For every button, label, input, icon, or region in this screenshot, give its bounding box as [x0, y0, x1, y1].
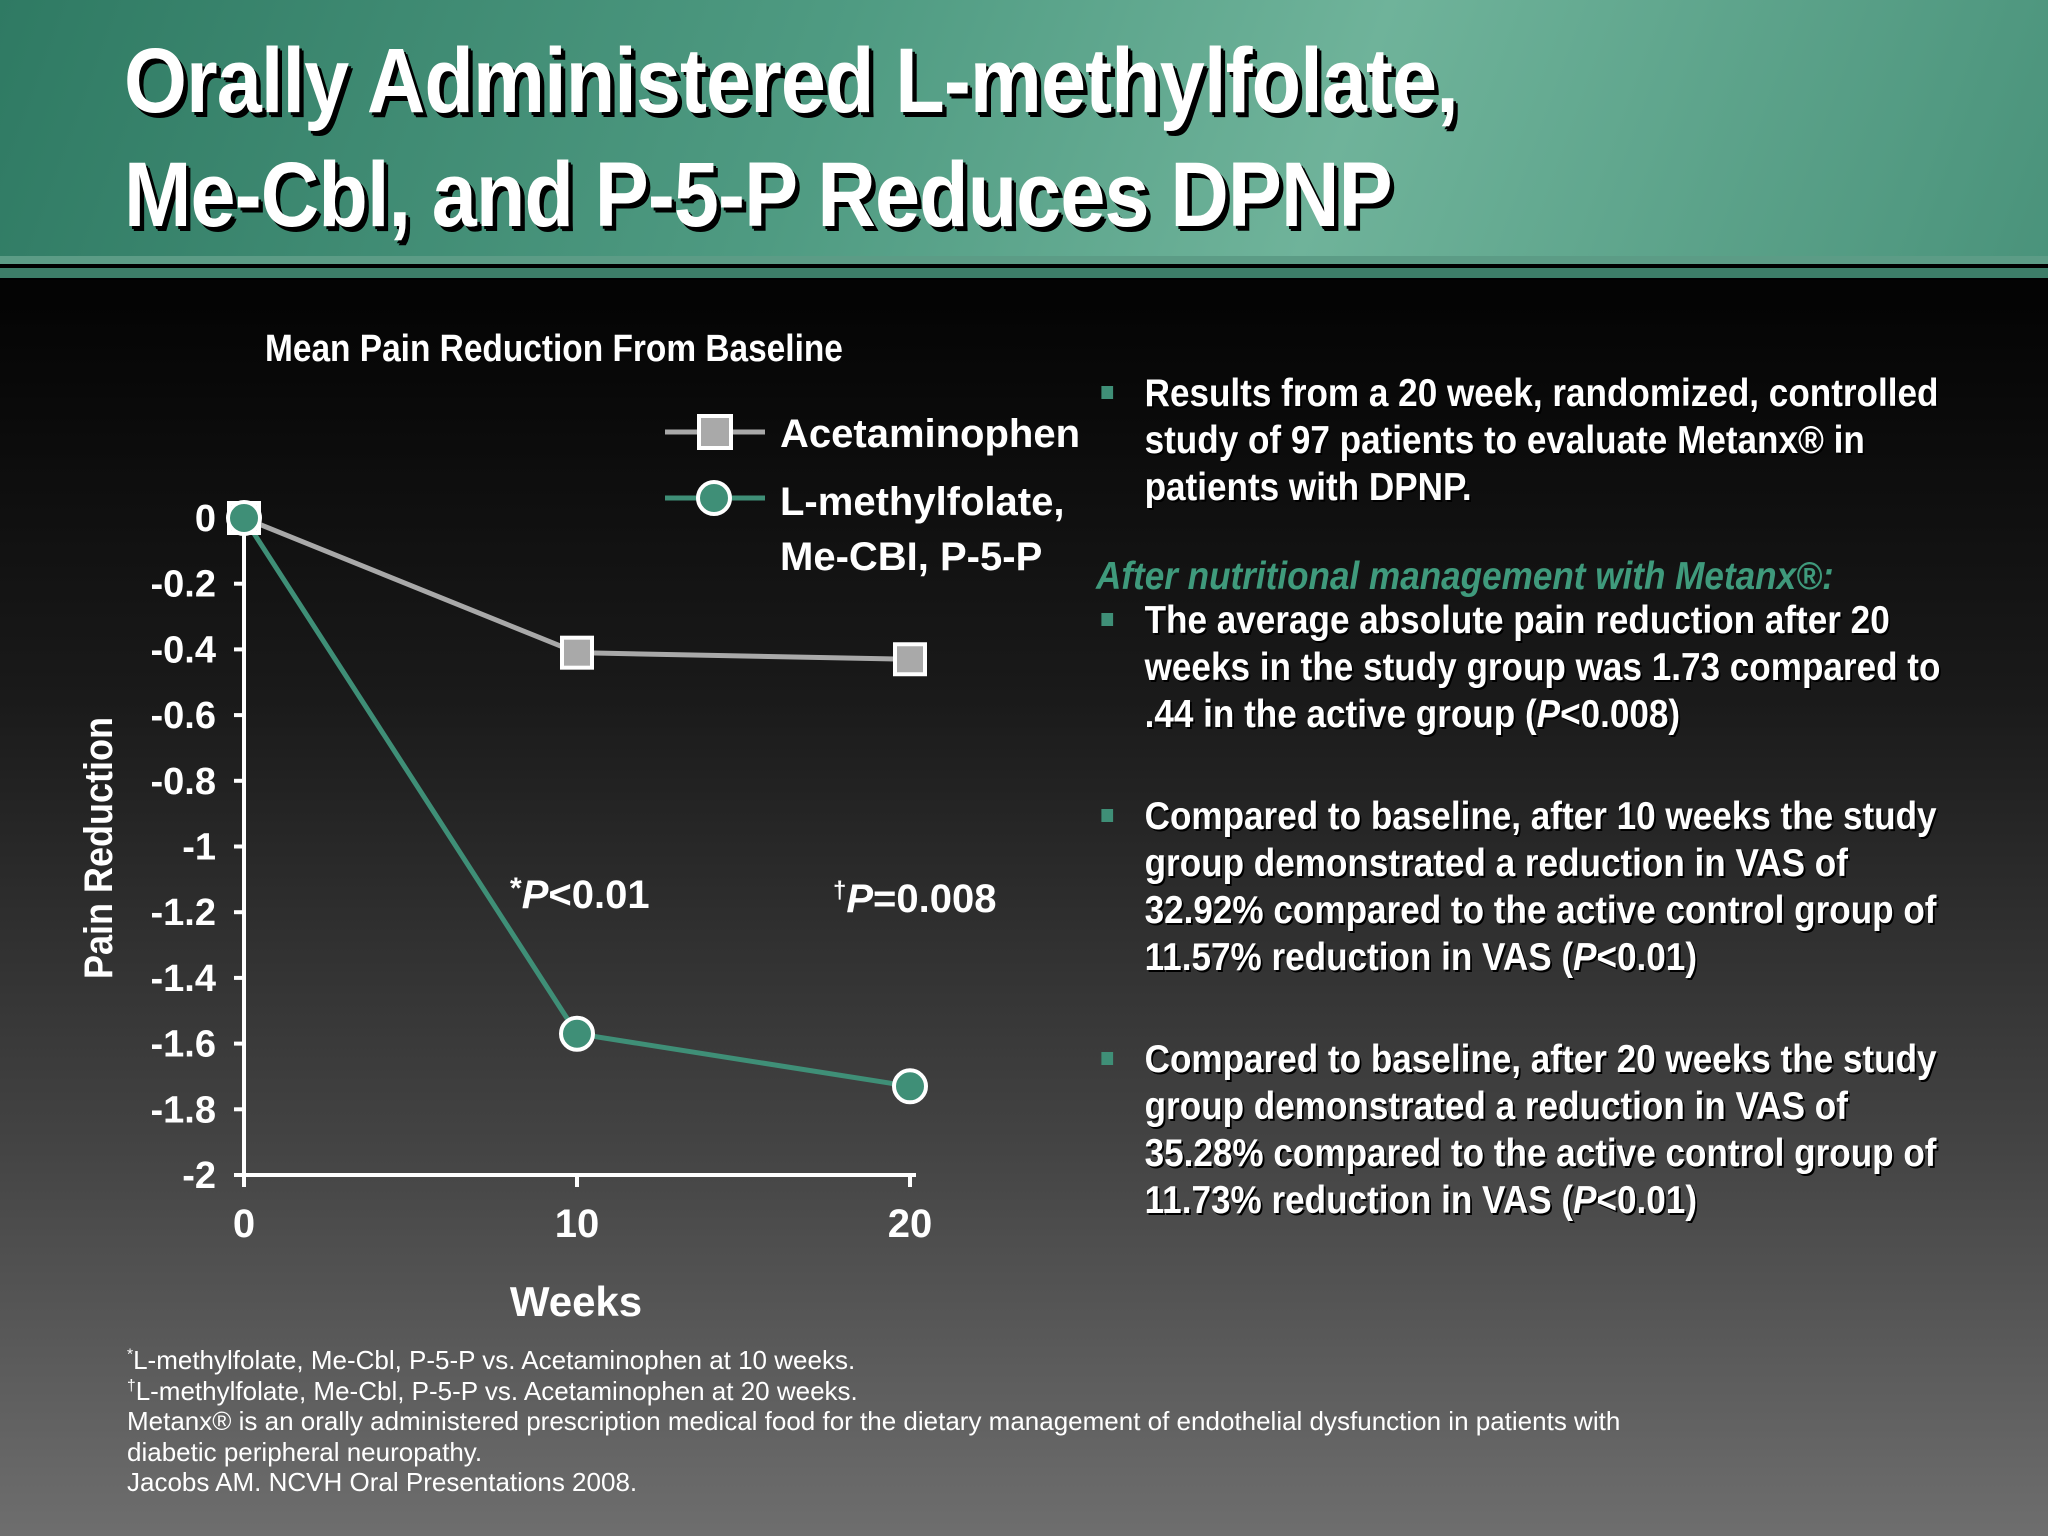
footnote-1: *L-methylfolate, Me-Cbl, P-5-P vs. Aceta… — [127, 1345, 856, 1375]
chart-legend: Acetaminophen L-methylfolate, Me-CBI, P-… — [665, 412, 1080, 579]
footnotes: *L-methylfolate, Me-Cbl, P-5-P vs. Aceta… — [127, 1345, 1927, 1498]
x-axis-label: Weeks — [510, 1278, 642, 1325]
title-line-1: Orally Administered L-methylfolate, — [124, 30, 1459, 132]
y-tick-label: -0.8 — [151, 761, 216, 803]
data-point-acetaminophen — [560, 635, 594, 670]
y-tick-label: -1.6 — [151, 1024, 216, 1066]
results-panel: Results from a 20 week, randomized, cont… — [1096, 370, 2046, 1224]
data-point-acetaminophen — [893, 642, 927, 677]
bullet-item-3: Compared to baseline, after 20 weeks the… — [1096, 1036, 1951, 1224]
y-tick-label: -1.8 — [151, 1089, 216, 1131]
y-tick-label: -0.2 — [151, 564, 216, 606]
y-tick-label: 0 — [195, 498, 216, 540]
footnote-5: Jacobs AM. NCVH Oral Presentations 2008. — [127, 1467, 638, 1497]
x-tick-label: 20 — [888, 1202, 933, 1246]
legend-label-lmethylfolate-2: Me-CBI, P-5-P — [780, 535, 1042, 579]
annotation-week10: *P<0.01 — [510, 872, 650, 917]
title-line-2: Me-Cbl, and P-5-P Reduces DPNP — [124, 144, 1393, 246]
chart-axes — [234, 510, 916, 1187]
chart-series — [226, 500, 928, 1105]
y-tick-labels: 0 -0.2 -0.4 -0.6 -0.8 -1 -1.2 -1.4 -1.6 -1.8 -2 — [151, 498, 216, 1197]
footnote-4: diabetic peripheral neuropathy. — [127, 1436, 483, 1467]
legend-label-acetaminophen: Acetaminophen — [780, 412, 1080, 456]
y-tick-label: -0.6 — [151, 695, 216, 737]
data-point-lmethylfolate — [892, 1068, 928, 1105]
x-tick-label: 10 — [555, 1202, 600, 1246]
y-tick-label: -0.4 — [151, 629, 216, 671]
y-tick-label: -1.2 — [151, 892, 216, 934]
legend-marker-circle — [696, 480, 732, 516]
y-axis-label: Pain Reduction — [77, 717, 121, 979]
data-point-lmethylfolate — [226, 500, 262, 536]
chart-title: Mean Pain Reduction From Baseline — [265, 328, 843, 370]
annotation-week20: †P=0.008 — [833, 877, 997, 921]
page-title: Orally Administered L-methylfolate, Me-C… — [124, 24, 1708, 252]
x-tick-labels: 0 10 20 — [233, 1202, 932, 1246]
y-tick-label: -2 — [182, 1155, 216, 1197]
legend-label-lmethylfolate-1: L-methylfolate, — [780, 480, 1064, 524]
series-line-lmethylfolate — [241, 516, 911, 1089]
banner-divider — [0, 256, 2048, 280]
x-tick-label: 0 — [233, 1202, 255, 1246]
y-tick-label: -1 — [182, 827, 216, 869]
footnote-3: Metanx® is an orally administered prescr… — [127, 1406, 1621, 1436]
bullets-subhead: After nutritional management with Metanx… — [1096, 555, 1834, 598]
title-banner — [0, 0, 2048, 256]
bullet-intro: Results from a 20 week, randomized, cont… — [1096, 370, 1951, 511]
legend-marker-square — [697, 414, 733, 450]
bullet-item-2: Compared to baseline, after 10 weeks the… — [1096, 793, 1951, 981]
bullet-item-1: The average absolute pain reduction afte… — [1096, 597, 1951, 738]
data-point-lmethylfolate — [559, 1015, 595, 1052]
y-tick-label: -1.4 — [151, 958, 216, 1000]
footnote-2: †L-methylfolate, Me-Cbl, P-5-P vs. Aceta… — [127, 1375, 858, 1406]
